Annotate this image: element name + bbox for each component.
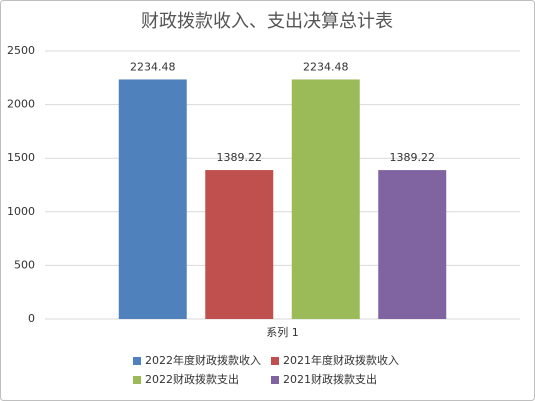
legend-label: 2022财政拨款支出 bbox=[145, 372, 239, 386]
legend-label: 2021年度财政拨款收入 bbox=[283, 353, 399, 367]
data-label: 2234.48 bbox=[130, 60, 176, 73]
bar bbox=[118, 79, 187, 319]
legend-label: 2021财政拨款支出 bbox=[283, 372, 377, 386]
data-label: 1389.22 bbox=[390, 151, 436, 164]
bar bbox=[205, 170, 274, 319]
y-tick-label: 2000 bbox=[7, 98, 35, 111]
chart-title: 财政拨款收入、支出决算总计表 bbox=[141, 11, 393, 32]
y-tick-label: 2500 bbox=[7, 44, 35, 57]
legend-swatch bbox=[133, 357, 141, 365]
y-tick-label: 1000 bbox=[7, 205, 35, 218]
legend-label: 2022年度财政拨款收入 bbox=[145, 353, 261, 367]
bar bbox=[291, 79, 360, 319]
legend-swatch bbox=[271, 376, 279, 384]
legend-swatch bbox=[133, 376, 141, 384]
y-tick-label: 500 bbox=[14, 258, 35, 271]
y-tick-label: 1500 bbox=[7, 151, 35, 164]
data-label: 1389.22 bbox=[217, 151, 263, 164]
x-tick-label: 系列 1 bbox=[266, 325, 299, 339]
data-label: 2234.48 bbox=[303, 60, 349, 73]
y-tick-label: 0 bbox=[28, 312, 35, 325]
legend-swatch bbox=[271, 357, 279, 365]
bar bbox=[378, 170, 447, 319]
